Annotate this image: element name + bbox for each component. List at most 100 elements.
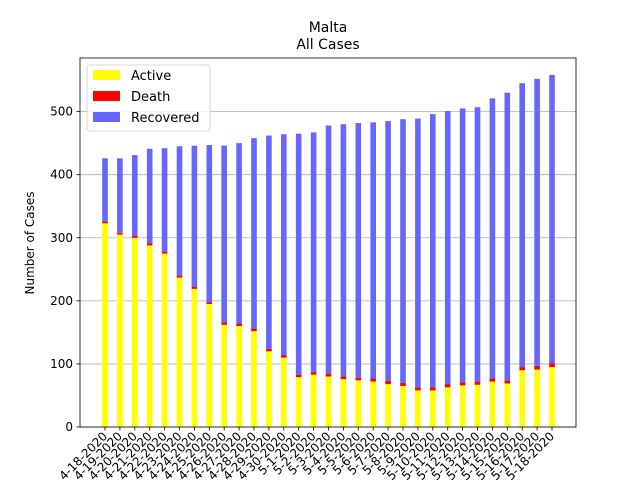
- bar-active: [549, 367, 555, 427]
- bar-recovered: [400, 119, 406, 383]
- bar-recovered: [236, 143, 242, 324]
- bar-death: [459, 382, 466, 386]
- bar-active: [459, 385, 466, 427]
- bar-active: [310, 374, 317, 427]
- bar-active: [489, 381, 496, 427]
- y-tick-label: 0: [65, 420, 73, 434]
- bar-recovered: [340, 124, 347, 377]
- legend-label-recovered: Recovered: [131, 111, 200, 126]
- bar-active: [132, 237, 138, 427]
- bar-recovered: [295, 133, 302, 375]
- y-ticks: 0 100 200 300 400 500: [50, 105, 80, 434]
- bar-death: [400, 382, 406, 386]
- bar-recovered: [206, 145, 213, 303]
- bar-active: [370, 381, 376, 427]
- bar-death: [191, 286, 198, 289]
- bar-death: [370, 378, 376, 382]
- bar-recovered: [176, 146, 183, 276]
- bar-death: [444, 384, 451, 388]
- y-tick-label: 100: [50, 357, 73, 371]
- bar-active: [430, 390, 436, 427]
- bar-recovered: [430, 114, 436, 388]
- bar-recovered: [519, 83, 525, 368]
- legend-label-death: Death: [131, 90, 170, 105]
- bar-recovered: [132, 155, 138, 236]
- bar-active: [519, 370, 525, 427]
- bar-death: [355, 377, 362, 381]
- y-tick-label: 400: [50, 168, 73, 182]
- bar-death: [281, 355, 287, 358]
- bar-active: [266, 351, 272, 427]
- bar-recovered: [489, 98, 496, 379]
- bar-death: [325, 374, 332, 377]
- bar-active: [117, 234, 123, 427]
- bar-recovered: [325, 125, 332, 375]
- bar-death: [132, 235, 138, 238]
- bar-recovered: [415, 118, 421, 388]
- y-tick-label: 500: [50, 105, 73, 119]
- bar-active: [102, 223, 108, 427]
- bar-death: [221, 322, 227, 325]
- bar-recovered: [310, 132, 317, 373]
- bar-active: [534, 369, 540, 427]
- bar-recovered: [191, 145, 198, 287]
- bar-recovered: [504, 92, 511, 381]
- bar-death: [310, 372, 317, 375]
- bar-active: [281, 357, 287, 427]
- legend: Active Death Recovered: [86, 64, 211, 132]
- bars: [102, 75, 555, 427]
- bar-active: [474, 384, 481, 427]
- y-tick-label: 300: [50, 231, 73, 245]
- y-axis-label: Number of Cases: [23, 191, 37, 294]
- bar-recovered: [355, 122, 362, 378]
- bar-death: [534, 365, 540, 370]
- bar-recovered: [146, 148, 153, 244]
- bar-recovered: [370, 122, 376, 379]
- bar-active: [191, 288, 198, 427]
- bar-recovered: [161, 148, 168, 252]
- bar-recovered: [251, 138, 257, 329]
- bar-active: [236, 326, 242, 427]
- bar-recovered: [221, 145, 227, 323]
- legend-swatch-active: [93, 70, 120, 80]
- bar-active: [385, 384, 391, 427]
- bar-active: [444, 387, 451, 427]
- bar-death: [430, 387, 436, 391]
- bar-recovered: [281, 134, 287, 356]
- bar-death: [251, 328, 257, 332]
- bar-active: [325, 376, 332, 427]
- bar-active: [146, 245, 153, 427]
- bar-death: [519, 367, 525, 371]
- y-tick-label: 200: [50, 294, 73, 308]
- bar-death: [295, 374, 302, 378]
- bar-death: [504, 380, 511, 384]
- bar-active: [340, 379, 347, 427]
- bar-active: [400, 386, 406, 427]
- bar-death: [236, 323, 242, 327]
- bar-recovered: [459, 108, 466, 383]
- bar-death: [161, 251, 168, 254]
- bar-active: [415, 390, 421, 427]
- plot-frame: [79, 57, 577, 428]
- bar-recovered: [385, 121, 391, 381]
- chart-subtitle: All Cases: [296, 37, 359, 53]
- bar-active: [295, 377, 302, 427]
- bar-active: [504, 383, 511, 427]
- bar-death: [549, 363, 555, 368]
- bar-death: [146, 243, 153, 246]
- bar-death: [102, 221, 108, 224]
- bar-death: [266, 348, 272, 352]
- bar-death: [474, 381, 481, 385]
- bar-death: [206, 302, 213, 304]
- bar-death: [415, 387, 421, 391]
- bar-recovered: [444, 110, 451, 385]
- legend-swatch-death: [93, 91, 120, 101]
- bar-active: [355, 380, 362, 427]
- bar-death: [385, 380, 391, 385]
- legend-swatch-recovered: [93, 112, 120, 122]
- bar-death: [176, 275, 183, 278]
- bar-death: [117, 232, 123, 235]
- chart-title: Malta: [309, 20, 348, 36]
- bar-recovered: [117, 158, 123, 233]
